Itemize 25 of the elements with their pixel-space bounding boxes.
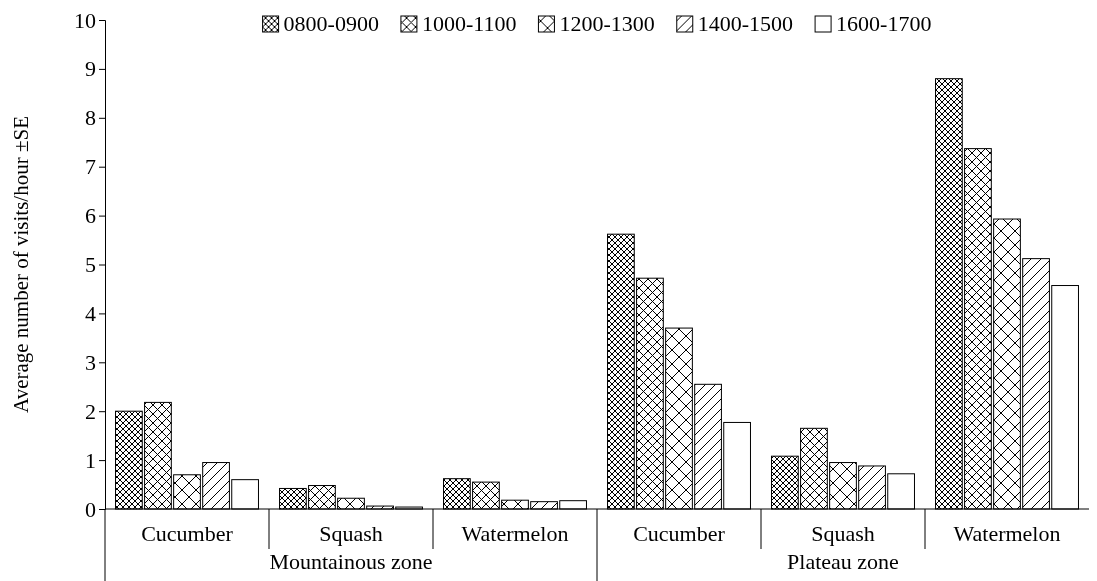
- y-axis-title: Average number of visits/hour ±SE: [9, 116, 33, 413]
- x-tick-label: Watermelon: [953, 521, 1061, 546]
- y-tick-label: 1: [85, 447, 96, 473]
- y-tick-label: 10: [74, 7, 96, 33]
- y-tick-label: 8: [85, 105, 96, 131]
- legend-label: 1400-1500: [697, 11, 794, 36]
- legend-label: 1600-1700: [836, 11, 932, 36]
- y-tick-label: 0: [85, 496, 96, 522]
- y-tick-label: 5: [85, 252, 96, 278]
- y-tick-label: 7: [85, 154, 96, 180]
- x-tick-label: Watermelon: [461, 521, 569, 546]
- x-tick-label: Cucumber: [141, 521, 234, 546]
- legend-label: 0800-0900: [283, 11, 379, 36]
- text: Plateau zone: [787, 549, 899, 574]
- legend-label: 1000-1100: [421, 11, 517, 36]
- legend-label: 1200-1300: [559, 11, 655, 36]
- x-tick-label: Squash: [811, 521, 875, 546]
- y-tick-label: 9: [85, 56, 96, 82]
- y-tick-label: 2: [85, 398, 96, 424]
- text: Mountainous zone: [269, 549, 433, 574]
- y-tick-label: 3: [85, 349, 96, 375]
- y-tick-label: 4: [85, 300, 96, 326]
- x-tick-label: Squash: [319, 521, 383, 546]
- x-tick-label: Cucumber: [633, 521, 726, 546]
- y-tick-label: 6: [85, 203, 96, 229]
